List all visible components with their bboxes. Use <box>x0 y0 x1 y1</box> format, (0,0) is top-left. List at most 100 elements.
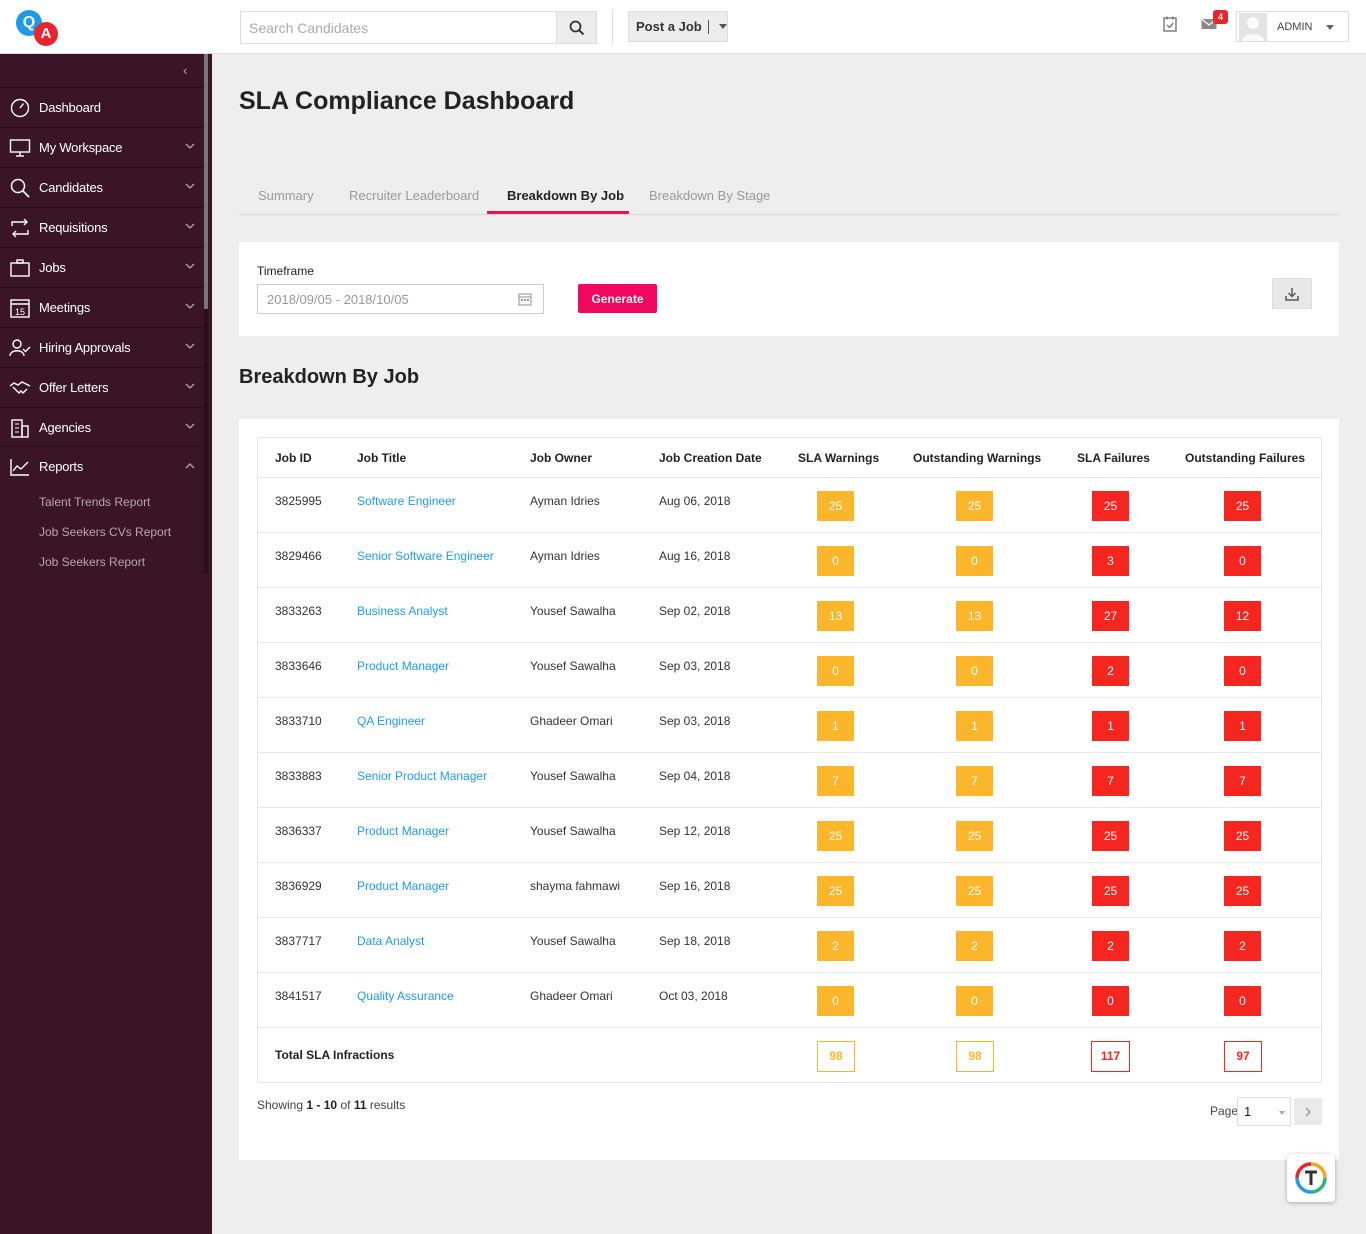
job-title-link[interactable]: Product Manager <box>357 659 450 673</box>
sidebar-subitem-job-seekers-cvs-report[interactable]: Job Seekers CVs Report <box>39 525 172 539</box>
sidebar-item-jobs[interactable]: Jobs <box>0 247 204 287</box>
post-job-button[interactable]: Post a Job <box>628 11 728 42</box>
sidebar-item-label: Agencies <box>39 420 91 435</box>
job-title-link[interactable]: Senior Product Manager <box>357 769 488 783</box>
chevron-down-icon[interactable] <box>718 24 727 29</box>
sla-failures-badge: 7 <box>1092 766 1129 796</box>
sidebar-item-label: Offer Letters <box>39 380 109 395</box>
sidebar-item-my-workspace[interactable]: My Workspace <box>0 127 204 167</box>
column-header[interactable]: SLA Failures <box>1077 451 1150 465</box>
sidebar-item-meetings[interactable]: 15 Meetings <box>0 287 204 327</box>
column-header[interactable]: Outstanding Warnings <box>913 451 1042 465</box>
sidebar-item-label: Requisitions <box>39 220 108 235</box>
sidebar-item-reports[interactable]: Reports <box>0 446 204 486</box>
outstanding-failures-badge: 25 <box>1224 876 1261 906</box>
outstanding-failures-badge: 1 <box>1224 711 1261 741</box>
column-header[interactable]: Job Title <box>357 451 407 465</box>
generate-button[interactable]: Generate <box>578 284 657 313</box>
calendar-check-icon[interactable] <box>1161 15 1179 33</box>
download-button[interactable] <box>1272 278 1312 309</box>
table-row: 3833263 Business Analyst Yousef Sawalha … <box>258 588 1321 643</box>
outstanding-warnings-badge: 1 <box>956 711 993 741</box>
sla-warnings-badge: 0 <box>817 656 854 686</box>
outstanding-warnings-badge: 13 <box>956 601 993 631</box>
sla-warnings-badge: 25 <box>817 876 854 906</box>
tab-breakdown-by-job[interactable]: Breakdown By Job <box>507 188 625 203</box>
timeframe-label: Timeframe <box>257 264 314 278</box>
table-header: Job ID Job Title Job Owner Job Creation … <box>258 438 1321 478</box>
sidebar-scrollbar[interactable] <box>204 54 208 309</box>
collapse-sidebar-icon[interactable]: ‹ <box>183 62 188 78</box>
column-header[interactable]: Job Creation Date <box>659 451 762 465</box>
job-owner-cell: Yousef Sawalha <box>530 934 616 948</box>
outstanding-failures-badge: 7 <box>1224 766 1261 796</box>
results-text: results <box>369 1098 406 1112</box>
chevron-down-icon <box>185 423 195 429</box>
timeframe-date-range-input[interactable]: 2018/09/05 - 2018/10/05 <box>257 284 544 314</box>
chevron-down-icon <box>185 383 195 389</box>
qa-logo[interactable]: Q A <box>16 10 62 48</box>
job-date-cell: Sep 03, 2018 <box>659 714 731 728</box>
job-date-cell: Sep 04, 2018 <box>659 769 731 783</box>
total-sla-failures-badge: 117 <box>1091 1041 1130 1072</box>
job-date-cell: Aug 16, 2018 <box>659 549 731 563</box>
job-title-link[interactable]: Product Manager <box>357 824 450 838</box>
sla-warnings-badge: 25 <box>817 491 854 521</box>
job-title-link[interactable]: Business Analyst <box>357 604 448 618</box>
search-input[interactable] <box>241 12 559 43</box>
tab-recruiter-leaderboard[interactable]: Recruiter Leaderboard <box>349 188 480 203</box>
column-header[interactable]: SLA Warnings <box>798 451 880 465</box>
job-id-cell: 3841517 <box>275 989 322 1003</box>
column-header[interactable]: Job Owner <box>530 451 593 465</box>
job-owner-cell: Yousef Sawalha <box>530 769 616 783</box>
table-row: 3833883 Senior Product Manager Yousef Sa… <box>258 753 1321 808</box>
job-date-cell: Sep 12, 2018 <box>659 824 731 838</box>
calendar-icon[interactable] <box>518 292 532 306</box>
sidebar-subitem-talent-trends-report[interactable]: Talent Trends Report <box>39 495 151 509</box>
outstanding-failures-badge: 25 <box>1224 491 1261 521</box>
job-owner-cell: Ghadeer Omari <box>530 989 613 1003</box>
sidebar-item-dashboard[interactable]: Dashboard <box>0 87 204 127</box>
sidebar-item-label: My Workspace <box>39 140 123 155</box>
job-owner-cell: Ghadeer Omari <box>530 714 613 728</box>
tab-summary[interactable]: Summary <box>258 188 314 203</box>
sidebar-item-hiring-approvals[interactable]: Hiring Approvals <box>0 327 204 367</box>
sla-failures-badge: 1 <box>1092 711 1129 741</box>
job-title-link[interactable]: Product Manager <box>357 879 450 893</box>
total-sla-warnings-badge: 98 <box>817 1041 855 1072</box>
job-id-cell: 3833263 <box>275 604 322 618</box>
sidebar-item-candidates[interactable]: Candidates <box>0 167 204 207</box>
page-select[interactable]: 1 <box>1237 1097 1291 1126</box>
chevron-up-icon <box>185 463 195 469</box>
job-title-link[interactable]: Senior Software Engineer <box>357 549 494 563</box>
outstanding-warnings-badge: 2 <box>956 931 993 961</box>
job-title-link[interactable]: Data Analyst <box>357 934 425 948</box>
sidebar-subitem-job-seekers-report[interactable]: Job Seekers Report <box>39 555 146 569</box>
outstanding-warnings-badge: 0 <box>956 656 993 686</box>
calendar-day-text: 15 <box>15 307 25 317</box>
column-header[interactable]: Job ID <box>275 451 312 465</box>
job-title-link[interactable]: QA Engineer <box>357 714 426 728</box>
search-button[interactable] <box>556 12 596 43</box>
user-name: ADMIN <box>1277 21 1313 33</box>
user-menu[interactable]: ADMIN <box>1236 11 1349 42</box>
notification-badge: 4 <box>1213 10 1228 24</box>
job-title-link[interactable]: Software Engineer <box>357 494 456 508</box>
job-date-cell: Sep 02, 2018 <box>659 604 731 618</box>
avatar <box>1239 13 1267 41</box>
sidebar-item-label: Meetings <box>39 300 91 315</box>
tab-breakdown-by-stage[interactable]: Breakdown By Stage <box>649 188 771 203</box>
sidebar-item-requisitions[interactable]: Requisitions <box>0 207 204 247</box>
user-avatar-icon <box>1242 17 1264 41</box>
sidebar-item-agencies[interactable]: Agencies <box>0 407 204 447</box>
outstanding-warnings-badge: 0 <box>956 986 993 1016</box>
sidebar-item-offer-letters[interactable]: Offer Letters <box>0 367 204 407</box>
job-title-link[interactable]: Quality Assurance <box>357 989 454 1003</box>
table-row: 3829466 Senior Software Engineer Ayman I… <box>258 533 1321 588</box>
help-widget-button[interactable] <box>1287 1154 1335 1202</box>
outstanding-warnings-badge: 25 <box>956 821 993 851</box>
post-job-separator <box>707 19 709 34</box>
sidebar-item-label: Hiring Approvals <box>39 340 131 355</box>
column-header[interactable]: Outstanding Failures <box>1185 451 1306 465</box>
next-page-button[interactable] <box>1294 1098 1322 1125</box>
